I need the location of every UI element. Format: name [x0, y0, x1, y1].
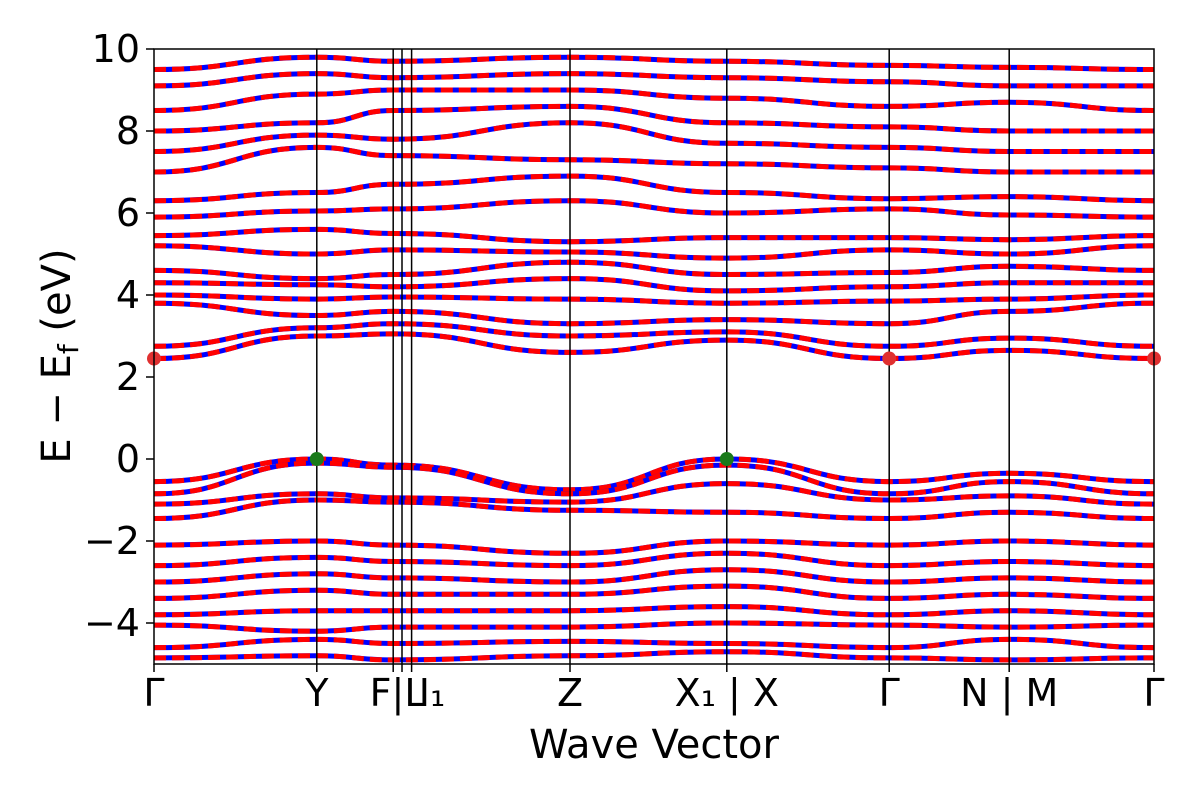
y-tick-label: 0 [116, 437, 140, 481]
y-axis-title-subscript: f [52, 343, 85, 354]
y-tick-label: 8 [116, 109, 140, 153]
valence-band-1-spin-down [154, 460, 1154, 497]
conduction-band-9-spin-down [154, 173, 1154, 204]
x-tick-label: Γ [1143, 671, 1164, 715]
valence-band-9-spin-down [154, 620, 1154, 634]
x-tick-label: Γ [879, 671, 900, 715]
conduction-band-10-spin-down [154, 144, 1154, 175]
conduction-band-6-spin-down [154, 243, 1154, 261]
valence-band-11-spin-down [154, 649, 1154, 663]
valence-band-7-spin-down [154, 583, 1154, 601]
y-tick-label: −4 [84, 601, 140, 645]
band-extrema-markers [147, 351, 1161, 466]
conduction-band-12-spin-down [154, 103, 1154, 134]
y-tick-label: −2 [84, 519, 140, 563]
x-tick-label: I₁ [419, 671, 445, 715]
valence-band-5-spin-down [154, 550, 1154, 569]
y-axis-title-main: E − E [34, 354, 80, 464]
x-tick-label: Y [304, 671, 329, 715]
y-axis-title-unit: (eV) [34, 248, 80, 344]
x-tick-label: Γ [143, 671, 164, 715]
conduction-band-1-spin-down [154, 321, 1154, 349]
x-tick-label: Z [557, 671, 583, 715]
plot-frame [153, 48, 1155, 665]
conduction-band-11-spin-down [154, 120, 1154, 155]
x-tick-label: F|L [370, 671, 426, 716]
conduction-band-3-spin-down [154, 292, 1154, 306]
y-tick-label: 6 [116, 191, 140, 235]
conduction-band-5-spin-down [154, 259, 1154, 282]
valence-band-2-spin-down [154, 481, 1154, 507]
y-axis-title: E − Ef (eV) [34, 248, 85, 463]
conduction-band-13-spin-down [154, 87, 1154, 113]
valence-band-6-spin-down [154, 567, 1154, 585]
valence-band-8-spin-down [154, 604, 1154, 618]
cbm-marker [882, 351, 897, 366]
valence-band-4-spin-up [154, 538, 1154, 556]
conduction-band-0-spin-down [154, 331, 1154, 362]
y-tick-label: 4 [116, 273, 140, 317]
conduction-band-8-spin-up [154, 198, 1154, 220]
vbm-marker [719, 452, 734, 466]
conduction-band-4-spin-up [154, 276, 1154, 294]
x-axis-title: Wave Vector [529, 722, 780, 768]
x-axis-ticks: Γ Y F|LI₁ Z X₁ | X Γ N | M Γ [143, 664, 1165, 716]
x-tick-label: N | M [960, 671, 1058, 716]
y-tick-label: 10 [92, 27, 140, 71]
conduction-band-7-spin-down [154, 226, 1154, 245]
high-symmetry-lines [316, 49, 1010, 664]
y-tick-label: 2 [116, 355, 140, 399]
y-axis-ticks: −4 −2 0 2 4 6 8 10 [84, 27, 154, 645]
vbm-marker [309, 452, 324, 466]
x-tick-label: X₁ | X [675, 671, 779, 716]
